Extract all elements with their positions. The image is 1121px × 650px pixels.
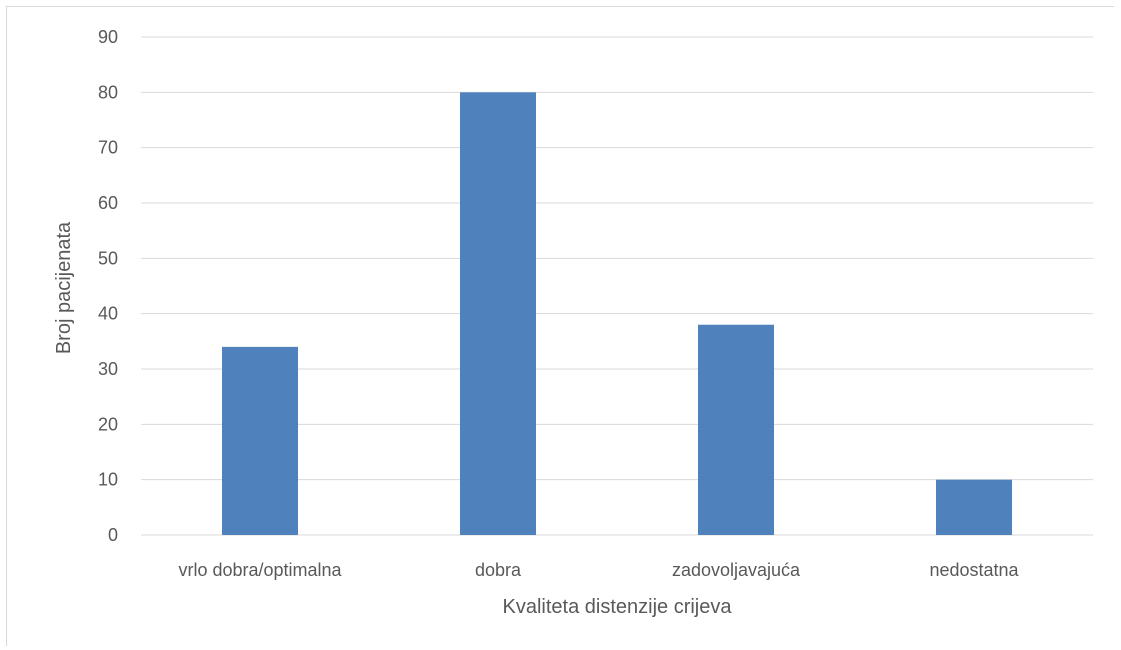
bar-2 — [460, 92, 536, 535]
y-tick-label: 20 — [98, 414, 118, 434]
x-category-label: zadovoljavajuća — [672, 560, 801, 580]
bar-1 — [222, 346, 298, 535]
x-axis-title: Kvaliteta distenzije crijeva — [503, 596, 733, 618]
y-tick-label: 30 — [98, 359, 118, 379]
y-tick-label: 60 — [98, 193, 118, 213]
y-axis-ticks: 0 10 20 30 40 50 60 70 80 90 — [98, 27, 118, 545]
bar-3 — [698, 324, 774, 535]
x-category-label: vrlo dobra/optimalna — [178, 560, 342, 580]
gridlines — [141, 36, 1093, 536]
y-tick-label: 0 — [108, 525, 118, 545]
y-tick-label: 50 — [98, 248, 118, 268]
y-tick-label: 40 — [98, 304, 118, 324]
y-tick-label: 70 — [98, 138, 118, 158]
y-tick-label: 10 — [98, 470, 118, 490]
y-tick-label: 80 — [98, 82, 118, 102]
x-category-label: nedostatna — [929, 560, 1019, 580]
bar-4 — [936, 479, 1012, 535]
x-category-label: dobra — [475, 560, 522, 580]
x-axis-categories: vrlo dobra/optimalna dobra zadovoljavajuća… — [178, 560, 1019, 580]
y-axis-title: Broj pacijenata — [53, 221, 75, 354]
chart-frame — [6, 6, 1114, 646]
y-tick-label: 90 — [98, 27, 118, 47]
bars — [222, 92, 1012, 535]
